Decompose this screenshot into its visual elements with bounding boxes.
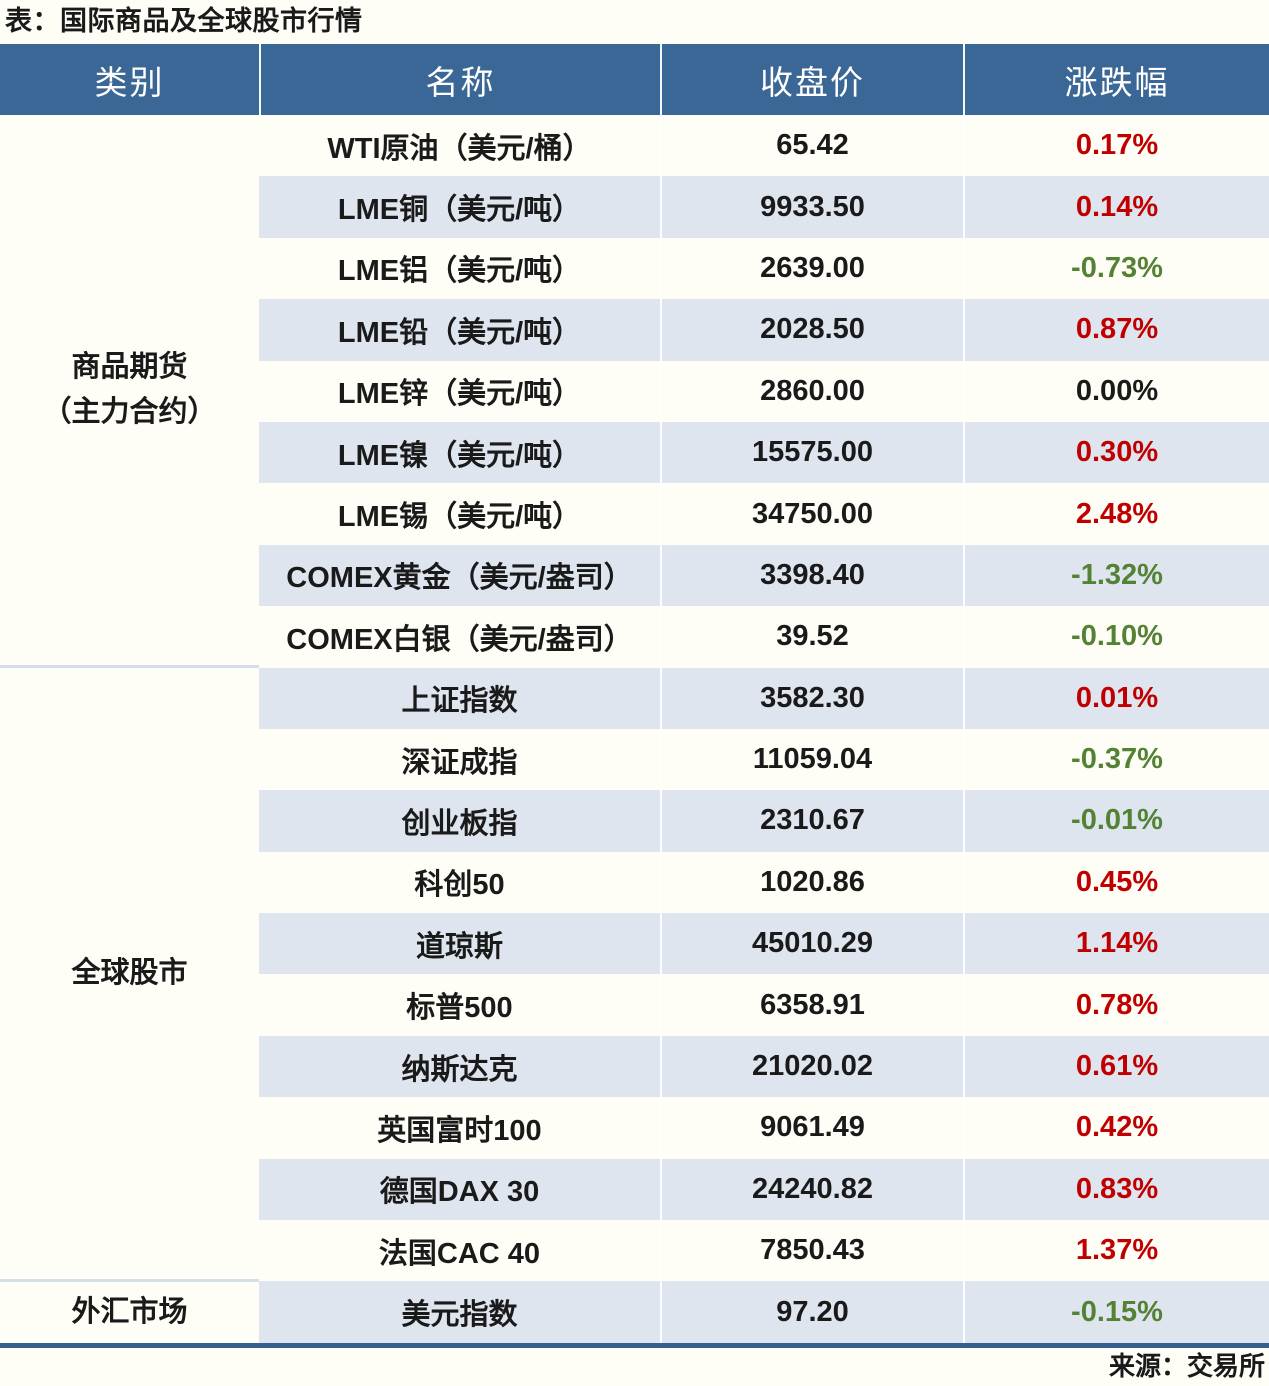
change-percent-value: -0.73% xyxy=(963,237,1269,300)
table-row: 科创50 1020.86 0.45% xyxy=(259,851,1269,914)
close-price-value: 7850.43 xyxy=(660,1220,963,1282)
table-row: 标普500 6358.91 0.78% xyxy=(259,974,1269,1036)
table-bottom-border xyxy=(0,1342,1269,1348)
close-price-value: 9061.49 xyxy=(660,1097,963,1159)
table-row: 道琼斯 45010.29 1.14% xyxy=(259,913,1269,975)
instrument-name: 科创50 xyxy=(414,869,505,902)
change-percent-value: 0.17% xyxy=(963,115,1269,177)
change-percent-value: 0.83% xyxy=(963,1158,1269,1221)
table-body: 商品期货 （主力合约） 全球股市外汇市场 WTI原油（美元/桶） 65.42 0.… xyxy=(0,115,1269,1343)
table-row: LME铅（美元/吨） 2028.50 0.87% xyxy=(259,299,1269,361)
close-price-value: 24240.82 xyxy=(660,1158,963,1221)
table-row: 深证成指 11059.04 -0.37% xyxy=(259,728,1269,791)
change-percent-value: 0.14% xyxy=(963,176,1269,238)
close-price-value: 3582.30 xyxy=(660,667,963,729)
close-price-value: 3398.40 xyxy=(660,544,963,607)
instrument-name: 道琼斯 xyxy=(415,930,503,963)
close-price-value: 2860.00 xyxy=(660,360,963,422)
instrument-name: 法国CAC 40 xyxy=(378,1237,541,1270)
close-price-value: 34750.00 xyxy=(660,483,963,545)
table-row: 法国CAC 40 7850.43 1.37% xyxy=(259,1220,1269,1282)
table-row: LME铜（美元/吨） 9933.50 0.14% xyxy=(259,176,1269,238)
table-row: 德国DAX 30 24240.82 0.83% xyxy=(259,1158,1269,1221)
instrument-name: LME锌（美元/吨） xyxy=(337,378,582,411)
change-percent-value: 0.00% xyxy=(963,360,1269,422)
close-price-value: 11059.04 xyxy=(660,728,963,791)
table-row: 美元指数 97.20 -0.15% xyxy=(259,1281,1269,1343)
table-row: 创业板指 2310.67 -0.01% xyxy=(259,790,1269,852)
category-cell: 外汇市场 xyxy=(71,1295,188,1328)
change-percent-value: 1.37% xyxy=(963,1220,1269,1282)
change-percent-value: 0.61% xyxy=(963,1035,1269,1098)
table-row: WTI原油（美元/桶） 65.42 0.17% xyxy=(259,115,1269,177)
instrument-name: 德国DAX 30 xyxy=(379,1176,540,1209)
instrument-name: LME镍（美元/吨） xyxy=(337,439,582,472)
close-price-value: 21020.02 xyxy=(660,1035,963,1098)
close-price-value: 39.52 xyxy=(660,606,963,668)
change-percent-value: 1.14% xyxy=(963,913,1269,975)
instrument-name: 深证成指 xyxy=(401,746,518,779)
header-category: 类别 xyxy=(94,65,165,102)
instrument-name: COMEX白银（美元/盎司） xyxy=(286,623,633,656)
table-row: LME镍（美元/吨） 15575.00 0.30% xyxy=(259,421,1269,484)
table-row: LME锌（美元/吨） 2860.00 0.00% xyxy=(259,360,1269,422)
change-percent-value: -0.37% xyxy=(963,728,1269,791)
table-row: 英国富时100 9061.49 0.42% xyxy=(259,1097,1269,1159)
change-percent-value: 0.01% xyxy=(963,667,1269,729)
table-header-row: 类别 名称 收盘价 涨跌幅 xyxy=(0,44,1269,115)
change-percent-value: -0.10% xyxy=(963,606,1269,668)
instrument-name: 创业板指 xyxy=(401,807,518,840)
instrument-name: 纳斯达克 xyxy=(401,1053,518,1086)
table-row: 上证指数 3582.30 0.01% xyxy=(259,667,1269,729)
instrument-name: 上证指数 xyxy=(401,685,518,718)
change-percent-value: -0.01% xyxy=(963,790,1269,852)
change-percent-value: 0.45% xyxy=(963,851,1269,914)
instrument-name: 英国富时100 xyxy=(377,1114,542,1147)
close-price-value: 6358.91 xyxy=(660,974,963,1036)
header-change-percent: 涨跌幅 xyxy=(963,44,1269,115)
change-percent-value: 0.42% xyxy=(963,1097,1269,1159)
instrument-name: LME铝（美元/吨） xyxy=(337,255,582,288)
close-price-value: 65.42 xyxy=(660,115,963,177)
instrument-name: 标普500 xyxy=(406,992,513,1025)
rows-column: WTI原油（美元/桶） 65.42 0.17% LME铜（美元/吨） 9933.… xyxy=(259,115,1269,1343)
close-price-value: 9933.50 xyxy=(660,176,963,238)
table-row: COMEX白银（美元/盎司） 39.52 -0.10% xyxy=(259,606,1269,668)
category-column: 商品期货 （主力合约） 全球股市外汇市场 xyxy=(0,115,259,1343)
header-close-price: 收盘价 xyxy=(660,44,963,115)
header-name: 名称 xyxy=(259,44,660,115)
close-price-value: 2310.67 xyxy=(660,790,963,852)
close-price-value: 45010.29 xyxy=(660,913,963,975)
close-price-value: 2028.50 xyxy=(660,299,963,361)
change-percent-value: 0.30% xyxy=(963,421,1269,484)
category-cell: 商品期货 （主力合约） xyxy=(0,115,259,668)
instrument-name: COMEX黄金（美元/盎司） xyxy=(286,562,633,595)
change-percent-value: 0.78% xyxy=(963,974,1269,1036)
figure-title: 表：国际商品及全球股市行情 xyxy=(5,6,363,36)
table-row: COMEX黄金（美元/盎司） 3398.40 -1.32% xyxy=(259,544,1269,607)
instrument-name: WTI原油（美元/桶） xyxy=(327,132,592,165)
instrument-name: LME铜（美元/吨） xyxy=(337,194,582,227)
close-price-value: 15575.00 xyxy=(660,421,963,484)
source-note: 来源：交易所 xyxy=(1108,1350,1265,1381)
instrument-name: 美元指数 xyxy=(401,1299,518,1332)
change-percent-value: -0.15% xyxy=(963,1281,1269,1343)
change-percent-value: -1.32% xyxy=(963,544,1269,607)
close-price-value: 1020.86 xyxy=(660,851,963,914)
table-row: LME铝（美元/吨） 2639.00 -0.73% xyxy=(259,237,1269,300)
table-row: LME锡（美元/吨） 34750.00 2.48% xyxy=(259,483,1269,545)
close-price-value: 2639.00 xyxy=(660,237,963,300)
instrument-name: LME铅（美元/吨） xyxy=(337,316,582,349)
change-percent-value: 0.87% xyxy=(963,299,1269,361)
instrument-name: LME锡（美元/吨） xyxy=(337,501,582,534)
close-price-value: 97.20 xyxy=(660,1281,963,1343)
change-percent-value: 2.48% xyxy=(963,483,1269,545)
category-cell: 全球股市 xyxy=(0,668,259,1282)
table-row: 纳斯达克 21020.02 0.61% xyxy=(259,1035,1269,1098)
